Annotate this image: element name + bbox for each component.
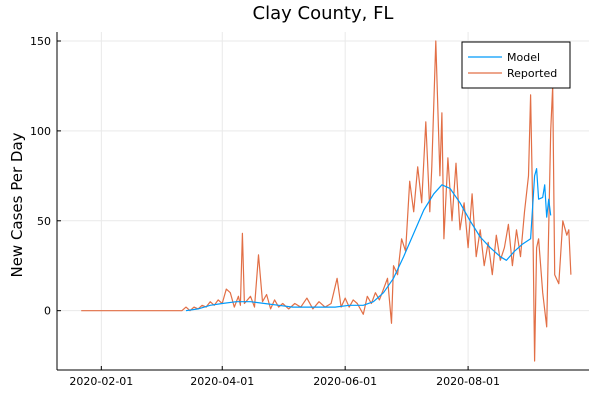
axis-ticks: 0 50 100 150 2020-02-01 2020-04-01 2020-06-01 2… — [30, 35, 500, 388]
y-tick-label: 0 — [44, 305, 51, 318]
series-line-reported — [81, 40, 572, 362]
y-tick-label: 150 — [30, 35, 51, 48]
legend-box — [461, 41, 571, 89]
x-tick-label: 2020-08-01 — [436, 375, 500, 388]
x-tick-label: 2020-04-01 — [190, 375, 254, 388]
series-line-model — [185, 168, 552, 312]
legend: Model Reported — [461, 41, 571, 89]
chart-title: Clay County, FL — [253, 3, 394, 24]
x-tick-label: 2020-06-01 — [313, 375, 377, 388]
y-tick-label: 50 — [37, 215, 51, 228]
series-group — [81, 40, 572, 362]
legend-label-model: Model — [507, 51, 540, 64]
legend-label-reported: Reported — [507, 67, 557, 80]
y-tick-label: 100 — [30, 125, 51, 138]
grid — [57, 32, 589, 370]
y-axis-label: New Cases Per Day — [8, 132, 26, 277]
x-tick-label: 2020-02-01 — [69, 375, 133, 388]
